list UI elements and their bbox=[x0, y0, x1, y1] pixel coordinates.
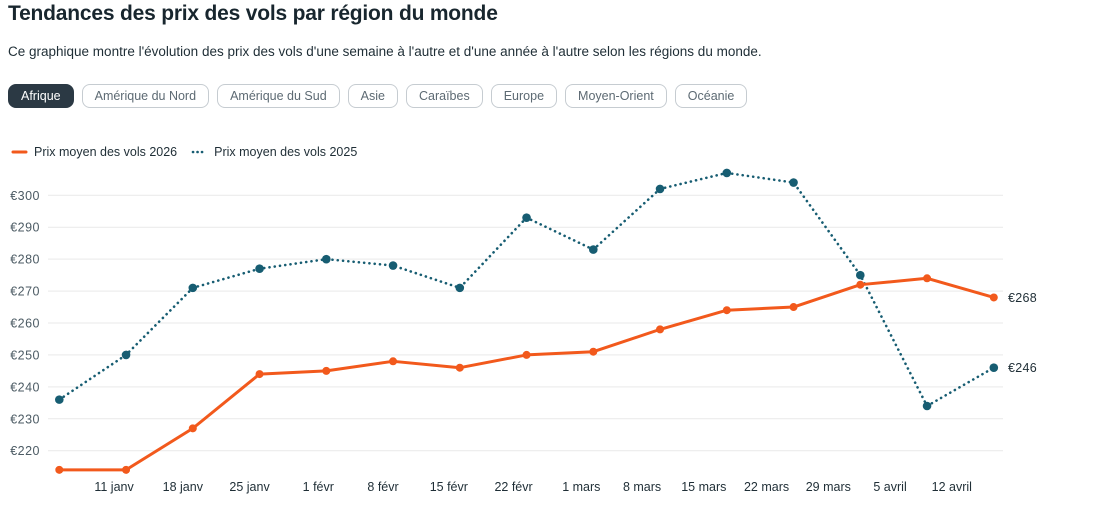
data-point-marker-2025[interactable] bbox=[255, 264, 264, 274]
data-point-marker-2025[interactable] bbox=[121, 350, 131, 360]
data-point-marker-2025[interactable] bbox=[922, 401, 932, 411]
legend-label: Prix moyen des vols 2025 bbox=[214, 145, 358, 159]
page-title: Tendances des prix des vols par région d… bbox=[8, 2, 498, 25]
series-end-label-2025: €246 bbox=[1008, 361, 1037, 375]
data-point-marker-2026[interactable] bbox=[55, 465, 64, 474]
data-point-marker-2026[interactable] bbox=[989, 293, 998, 302]
price-line-2026 bbox=[57, 276, 996, 472]
region-tab-europe[interactable]: Europe bbox=[490, 84, 558, 108]
y-axis-tick-label: €230 bbox=[10, 412, 40, 426]
chart-legend: Prix moyen des vols 2026 Prix moyen des v… bbox=[11, 145, 357, 159]
x-axis-tick-label: 8 févr bbox=[367, 480, 398, 494]
data-point-marker-2026[interactable] bbox=[255, 370, 264, 379]
data-point-marker-2026[interactable] bbox=[923, 274, 932, 283]
x-axis-tick-label: 1 févr bbox=[303, 480, 334, 494]
data-point-marker-2026[interactable] bbox=[589, 347, 598, 356]
legend-item-prix-moyen-des-vols-2026: Prix moyen des vols 2026 bbox=[11, 145, 177, 159]
x-axis-tick-label: 5 avril bbox=[873, 480, 906, 494]
x-axis-tick-label: 29 mars bbox=[806, 480, 851, 494]
data-point-marker-2025[interactable] bbox=[522, 213, 531, 222]
x-axis-tick-label: 25 janv bbox=[229, 480, 270, 494]
data-point-marker-2026[interactable] bbox=[856, 280, 865, 289]
y-axis-tick-label: €240 bbox=[10, 380, 40, 394]
y-axis-tick-label: €300 bbox=[10, 189, 40, 203]
x-axis-tick-label: 18 janv bbox=[163, 480, 204, 494]
legend-label: Prix moyen des vols 2026 bbox=[34, 145, 178, 159]
x-axis-tick-label: 22 mars bbox=[744, 480, 789, 494]
x-axis-tick-label: 22 févr bbox=[494, 480, 532, 494]
y-axis-tick-label: €270 bbox=[10, 285, 40, 299]
region-tab-amerique-du-nord[interactable]: Amérique du Nord bbox=[81, 84, 210, 108]
data-point-marker-2026[interactable] bbox=[188, 424, 197, 433]
legend-item-prix-moyen-des-vols-2025: Prix moyen des vols 2025 bbox=[191, 145, 357, 159]
data-point-marker-2026[interactable] bbox=[389, 357, 398, 366]
data-point-marker-2026[interactable] bbox=[322, 366, 331, 375]
x-axis-tick-label: 15 févr bbox=[430, 480, 468, 494]
price-trend-chart: €300 €290 €280 €270 €260 €250 €240 €230 €220 11 j… bbox=[0, 158, 1102, 505]
data-point-marker-2026[interactable] bbox=[656, 325, 665, 334]
region-tab-asie[interactable]: Asie bbox=[347, 84, 398, 108]
page-subtitle: Ce graphique montre l'évolution des prix… bbox=[8, 44, 762, 59]
region-tab-afrique[interactable]: Afrique bbox=[8, 84, 74, 108]
price-line-2025 bbox=[57, 171, 996, 408]
region-filter-tabs: Afrique Amérique du Nord Amérique du Sud As… bbox=[8, 84, 748, 108]
data-point-marker-2025[interactable] bbox=[455, 283, 465, 293]
data-point-marker-2025[interactable] bbox=[322, 254, 331, 264]
data-point-marker-2026[interactable] bbox=[522, 350, 531, 359]
y-axis-tick-label: €260 bbox=[10, 317, 40, 331]
y-axis-tick-label: €280 bbox=[10, 253, 40, 267]
x-axis-tick-label: 11 janv bbox=[94, 480, 134, 494]
x-axis-tick-label: 8 mars bbox=[623, 480, 661, 494]
x-axis-tick-label: 12 avril bbox=[932, 480, 972, 494]
data-point-marker-2025[interactable] bbox=[789, 178, 798, 187]
region-tab-moyen-orient[interactable]: Moyen-Orient bbox=[565, 84, 667, 108]
data-point-marker-2025[interactable] bbox=[388, 261, 398, 270]
region-tab-caraibes[interactable]: Caraïbes bbox=[405, 84, 483, 108]
data-point-marker-2025[interactable] bbox=[655, 184, 665, 194]
dotted-line-swatch-icon bbox=[191, 150, 208, 154]
data-point-marker-2025[interactable] bbox=[55, 395, 64, 404]
y-axis-tick-label: €250 bbox=[10, 348, 40, 362]
data-point-marker-2026[interactable] bbox=[455, 363, 464, 372]
data-point-marker-2025[interactable] bbox=[989, 363, 999, 372]
x-axis-tick-label: 15 mars bbox=[681, 480, 726, 494]
region-tab-amerique-du-sud[interactable]: Amérique du Sud bbox=[217, 84, 340, 108]
x-axis-tick-label: 1 mars bbox=[562, 480, 600, 494]
data-point-marker-2025[interactable] bbox=[188, 283, 198, 293]
data-point-marker-2025[interactable] bbox=[589, 245, 598, 254]
data-point-marker-2025[interactable] bbox=[856, 270, 865, 280]
price-trend-chart-svg: €300 €290 €280 €270 €260 €250 €240 €230 €220 11 j… bbox=[10, 168, 1037, 494]
y-axis-tick-label: €290 bbox=[10, 221, 40, 235]
data-point-marker-2026[interactable] bbox=[122, 465, 131, 474]
series-end-label-2026: €268 bbox=[1008, 291, 1037, 305]
data-point-marker-2025[interactable] bbox=[722, 168, 732, 178]
solid-line-swatch-icon bbox=[11, 150, 28, 154]
data-point-marker-2026[interactable] bbox=[789, 303, 798, 312]
y-axis-tick-label: €220 bbox=[10, 444, 40, 458]
region-tab-oceanie[interactable]: Océanie bbox=[674, 84, 748, 108]
data-point-marker-2026[interactable] bbox=[722, 306, 731, 315]
